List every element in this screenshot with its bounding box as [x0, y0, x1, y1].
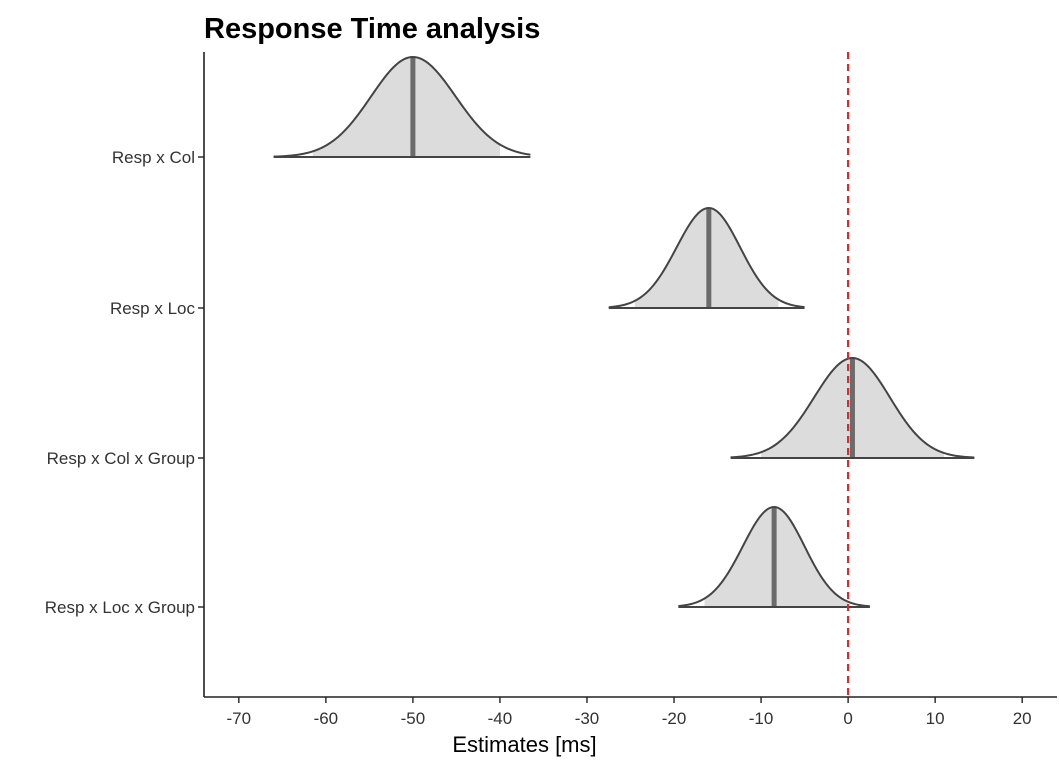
ridge-ci-area	[312, 57, 500, 157]
ridge-outline	[730, 356, 975, 459]
x-tick-label: -20	[662, 709, 687, 728]
x-tick: 10	[926, 697, 945, 728]
x-tick: -50	[401, 697, 426, 728]
ridge-3	[730, 356, 975, 459]
x-tick: -40	[488, 697, 513, 728]
y-tick-label: Resp x Col	[112, 148, 195, 167]
x-tick: -30	[575, 697, 600, 728]
y-tick: Resp x Loc	[110, 299, 204, 318]
x-tick-label: -70	[227, 709, 252, 728]
y-tick: Resp x Col	[112, 148, 204, 167]
x-tick: 20	[1013, 697, 1032, 728]
x-tick: 0	[843, 697, 853, 728]
y-tick-label: Resp x Col x Group	[47, 449, 195, 468]
x-tick: -70	[227, 697, 252, 728]
ridge-outline	[678, 505, 870, 608]
ridge-outline	[273, 55, 531, 158]
x-axis: -70 -60 -50 -40 -30 -20 -10 0 10 20	[227, 697, 1032, 728]
x-tick-label: 20	[1013, 709, 1032, 728]
y-tick-label: Resp x Loc	[110, 299, 196, 318]
x-tick-label: -30	[575, 709, 600, 728]
x-tick: -20	[662, 697, 687, 728]
x-tick-label: 0	[843, 709, 852, 728]
y-tick: Resp x Col x Group	[47, 449, 204, 468]
y-tick: Resp x Loc x Group	[45, 598, 204, 617]
x-tick-label: -60	[314, 709, 339, 728]
y-tick-label: Resp x Loc x Group	[45, 598, 195, 617]
x-tick: -60	[314, 697, 339, 728]
ridge-outline	[608, 207, 805, 309]
x-tick-label: 10	[926, 709, 945, 728]
x-tick-label: -10	[749, 709, 774, 728]
x-tick-label: -40	[488, 709, 513, 728]
x-axis-label: Estimates [ms]	[452, 732, 596, 757]
ridge-1	[273, 55, 531, 158]
chart-title: Response Time analysis	[204, 13, 540, 45]
ridges	[273, 55, 975, 608]
ridge-2	[608, 207, 805, 309]
y-axis: Resp x Col Resp x Loc Resp x Col x Group Re…	[45, 148, 204, 617]
ridge-4	[678, 505, 870, 608]
x-tick-label: -50	[401, 709, 426, 728]
x-tick: -10	[749, 697, 774, 728]
